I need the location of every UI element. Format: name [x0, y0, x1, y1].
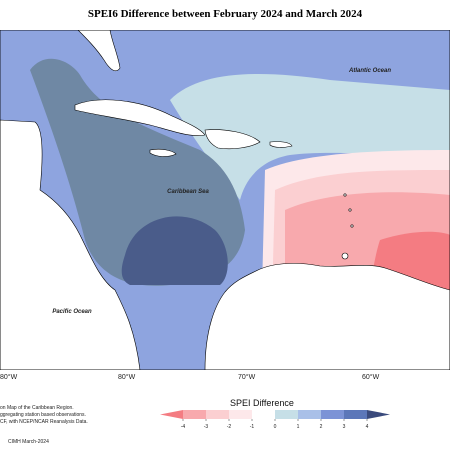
south-america-land: [204, 263, 450, 370]
lesser-antilles-land: [348, 208, 352, 212]
legend-ticks: -4 -3 -2 -1 0 1 2 3 4: [181, 419, 369, 430]
legend-title: SPEI Difference: [230, 398, 294, 408]
legend-swatch: [160, 410, 183, 419]
land-masses: [0, 30, 450, 370]
legend-tick-label: 1: [297, 424, 300, 430]
map-title: SPEI6 Difference between February 2024 a…: [87, 8, 363, 20]
legend-swatch: [183, 410, 206, 419]
atlantic-ocean-label: Atlantic Ocean: [348, 68, 391, 74]
legend-tick-label: 0: [274, 424, 277, 430]
legend-swatch: [206, 410, 229, 419]
lon-tick-label: 60°W: [362, 374, 380, 381]
florida-land: [77, 30, 121, 72]
jamaica-land: [149, 148, 177, 157]
hispaniola-land: [204, 129, 261, 150]
legend-tick-label: 4: [366, 424, 369, 430]
legend-swatch: [321, 410, 344, 419]
legend-tick-label: -3: [204, 424, 209, 430]
footnote-line: CF, with NCEP/NCAR Reanalysis Data.: [0, 419, 88, 425]
legend-tick-label: 2: [320, 424, 323, 430]
legend-swatch: [298, 410, 321, 419]
footnote-line: ggregating station based observations.: [0, 412, 86, 418]
trinidad-land: [341, 252, 349, 260]
legend-swatch: [275, 410, 298, 419]
legend-swatch: [344, 410, 367, 419]
dark-blue-region: [121, 216, 228, 285]
lon-tick-label: 80°W: [0, 374, 18, 381]
legend-tick-label: -2: [227, 424, 232, 430]
light-blue-region: [170, 74, 450, 200]
lesser-antilles-land: [350, 224, 354, 228]
credit-text: CIMH March-2024: [8, 439, 49, 445]
map-panel: Atlantic Ocean Caribbean Sea Pacific Oce…: [0, 30, 450, 370]
puerto-rico-land: [269, 141, 293, 148]
lesser-antilles-land: [343, 193, 347, 197]
legend-swatches: [160, 410, 390, 419]
legend-swatch: [229, 410, 252, 419]
lon-tick-label: 80°W: [118, 374, 136, 381]
legend-tick-label: 3: [343, 424, 346, 430]
legend-colorbar: -4 -3 -2 -1 0 1 2 3 4: [160, 410, 390, 430]
lon-tick-label: 70°W: [238, 374, 256, 381]
cuba-land: [74, 99, 206, 136]
legend-tick-label: -4: [181, 424, 186, 430]
legend-swatch: [252, 410, 275, 419]
pacific-ocean-label: Pacific Ocean: [52, 309, 92, 315]
legend-swatch: [367, 410, 390, 419]
legend-tick-label: -1: [250, 424, 255, 430]
caribbean-sea-label: Caribbean Sea: [167, 189, 209, 195]
central-america-land: [0, 119, 141, 370]
footnote-line: on Map of the Caribbean Region.: [0, 405, 74, 411]
